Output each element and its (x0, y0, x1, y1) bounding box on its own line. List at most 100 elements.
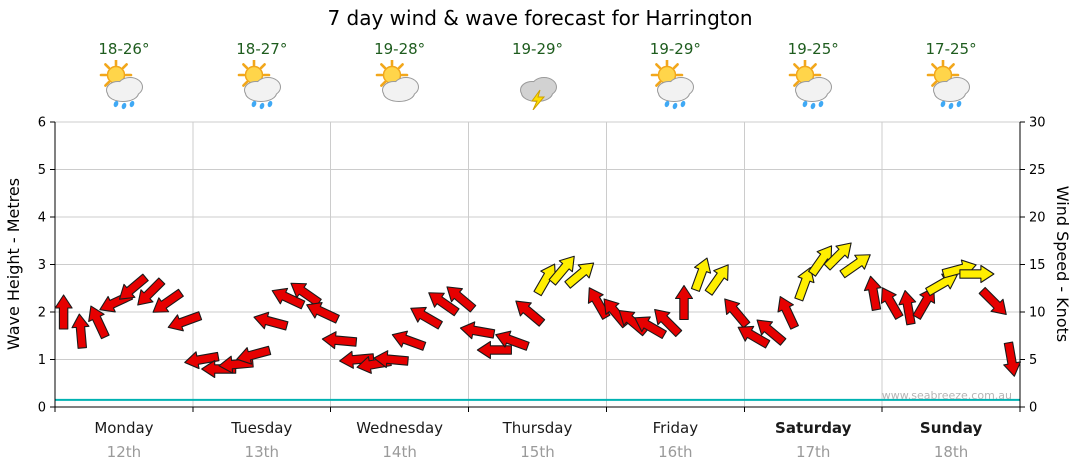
wind-arrow (863, 275, 882, 312)
temp-range: 19-25° (787, 40, 839, 58)
wind-arrow (271, 287, 306, 310)
weather-icon-box (368, 58, 432, 110)
wind-arrow (777, 296, 799, 330)
wind-arrow (880, 287, 904, 320)
wind-arrow (290, 282, 322, 307)
date-label: 15th (520, 443, 555, 461)
wind-arrow (564, 262, 595, 289)
left-tick-label: 0 (38, 401, 46, 416)
wind-arrow (137, 277, 166, 306)
left-tick-label: 5 (38, 163, 46, 178)
left-tick-label: 6 (38, 116, 46, 131)
wind-arrow (88, 305, 110, 340)
wind-arrow (794, 266, 815, 302)
right-tick-label: 30 (1029, 116, 1046, 131)
watermark: www.seabreeze.com.au (882, 389, 1012, 402)
right-tick-label: 0 (1029, 401, 1037, 416)
wind-arrow (54, 294, 73, 330)
wind-arrow (515, 300, 546, 327)
day-label: Wednesday (356, 419, 444, 437)
left-tick-label: 3 (38, 258, 46, 273)
wind-axis-label: Wind Speed - Knots (1053, 185, 1072, 343)
day-label: Thursday (502, 419, 573, 437)
sun-cloud-rain-icon (651, 58, 695, 110)
wind-arrow (152, 288, 184, 313)
wind-arrow (898, 290, 917, 326)
wind-arrow (306, 302, 340, 324)
wind-arrow (756, 319, 787, 346)
left-tick-label: 4 (38, 211, 46, 226)
wind-arrow (476, 340, 512, 360)
wind-arrow (1003, 341, 1022, 377)
wind-arrow (118, 273, 149, 300)
wind-arrow (339, 350, 375, 369)
wind-arrow (373, 350, 409, 369)
date-label: 18th (933, 443, 969, 461)
wind-arrow (690, 257, 712, 292)
wind-arrow (839, 254, 871, 279)
sun-cloud-rain-icon (99, 58, 143, 110)
date-label: 12th (106, 443, 142, 461)
left-tick-label: 1 (38, 353, 46, 368)
temp-range: 17-25° (925, 40, 977, 58)
sun-cloud-rain-icon (788, 58, 833, 110)
wind-arrow (704, 264, 729, 296)
weather-icon-box (919, 58, 983, 110)
wind-arrow (548, 255, 575, 286)
day-label: Monday (94, 419, 154, 437)
weather-icon-box (506, 60, 570, 111)
right-tick-label: 5 (1029, 353, 1037, 368)
wind-arrow (654, 308, 683, 338)
wind-arrow (634, 316, 667, 339)
wave-axis-label: Wave Height - Metres (4, 177, 23, 351)
wind-arrow (446, 286, 477, 313)
sun-cloud-rain-icon (926, 58, 971, 110)
day-label: Friday (652, 419, 699, 437)
wind-arrow (236, 345, 272, 365)
wind-arrow (321, 331, 358, 350)
wind-arrow (428, 292, 460, 317)
weather-icon-box (92, 58, 156, 110)
left-tick-label: 2 (38, 306, 46, 321)
weather-icon-box (230, 58, 294, 110)
sun-cloud-icon (375, 58, 419, 102)
sun-part (375, 58, 408, 92)
wind-arrow (724, 298, 751, 329)
wind-arrow (912, 287, 936, 320)
temp-range: 19-29° (649, 40, 701, 58)
weather-icon-box (781, 58, 845, 110)
right-tick-label: 10 (1029, 306, 1046, 321)
right-tick-label: 15 (1029, 258, 1046, 273)
wind-arrow (71, 313, 90, 349)
day-label: Sunday (919, 419, 983, 437)
wind-arrow (391, 330, 427, 351)
wind-arrow (674, 284, 694, 321)
right-tick-label: 25 (1029, 163, 1046, 178)
temp-range: 18-26° (98, 40, 150, 58)
wind-arrow (823, 242, 852, 271)
wind-arrow (737, 325, 771, 349)
date-label: 16th (658, 443, 693, 461)
date-label: 14th (382, 443, 417, 461)
wind-arrow (167, 311, 203, 332)
temp-range: 19-29° (511, 40, 564, 58)
wind-arrow (184, 351, 220, 370)
storm-icon (519, 77, 557, 111)
wind-arrow (959, 264, 995, 284)
right-tick-label: 20 (1029, 211, 1046, 226)
wind-arrow (410, 306, 443, 330)
sun-cloud-rain-icon (237, 58, 281, 110)
day-label: Tuesday (231, 419, 293, 437)
wind-arrow (495, 330, 530, 351)
wind-arrow (459, 321, 496, 340)
temp-range: 19-28° (374, 40, 426, 58)
wind-arrow (925, 273, 958, 297)
temp-range: 18-27° (236, 40, 288, 58)
day-label: Saturday (775, 419, 852, 437)
date-label: 17th (795, 443, 831, 461)
wind-arrow (978, 286, 1007, 316)
wind-arrow (808, 245, 833, 277)
chart-title: 7 day wind & wave forecast for Harringto… (327, 6, 753, 30)
